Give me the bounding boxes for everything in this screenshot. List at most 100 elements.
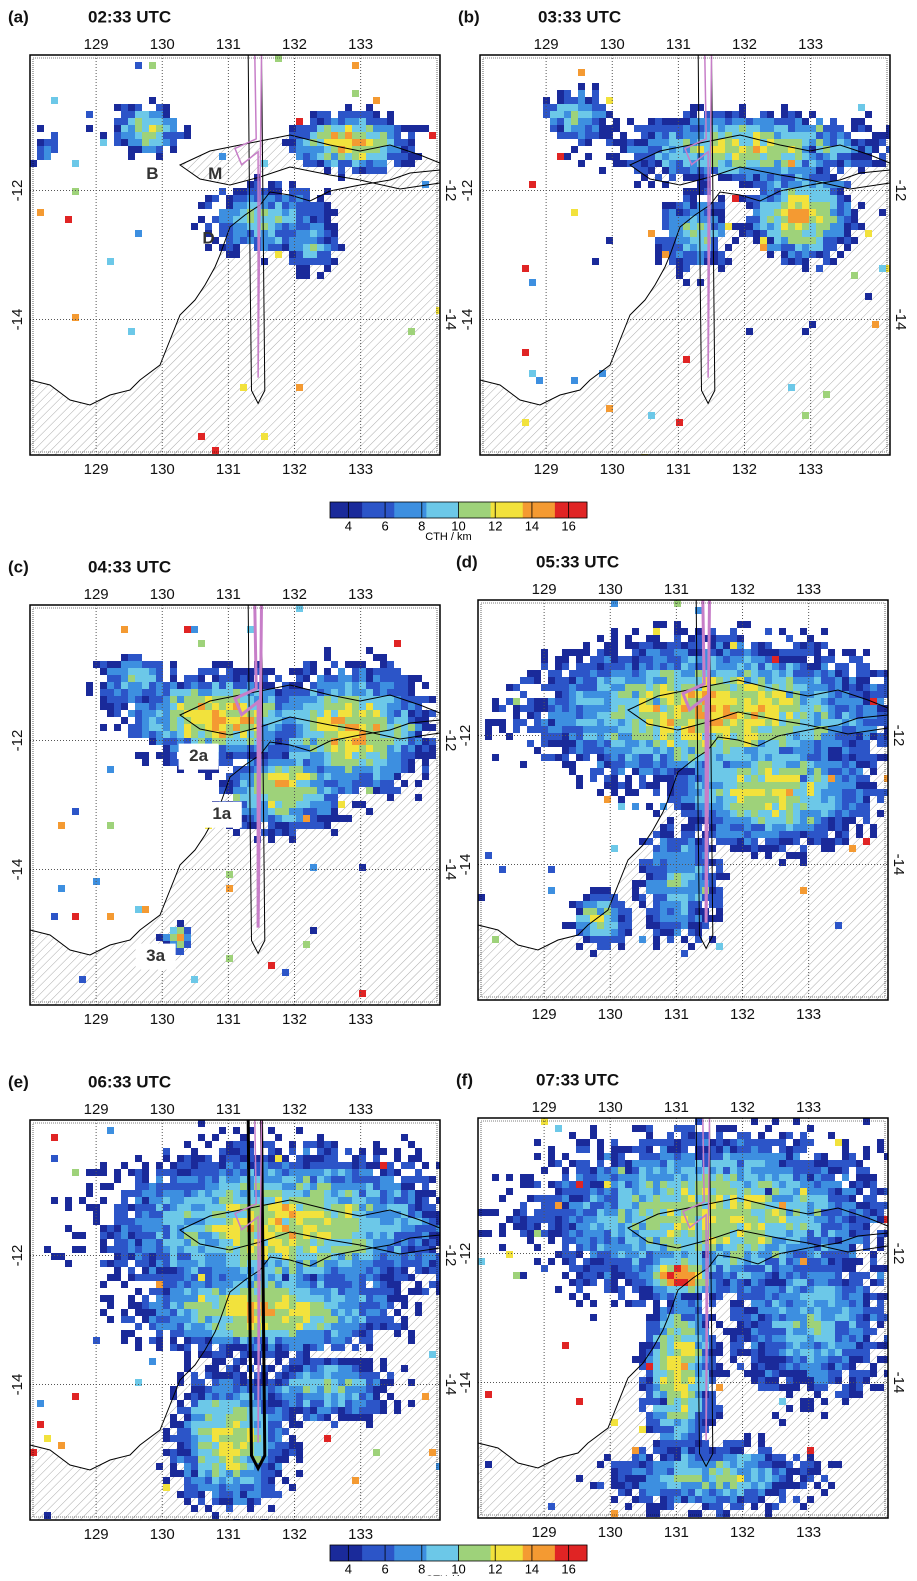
- coastline-island: [179, 134, 440, 190]
- lat-tick-label-right: -14: [890, 1372, 907, 1394]
- lat-tick-label-right: -14: [442, 859, 459, 881]
- colorbar-tick-label: 12: [488, 518, 502, 533]
- cloud-pixels: [135, 1169, 436, 1484]
- cloud-pixels: [44, 1155, 352, 1491]
- lon-tick-label-bottom: 129: [532, 1524, 557, 1541]
- coastline: [30, 1234, 440, 1520]
- map-area: [30, 1120, 440, 1520]
- annotation: 3a: [146, 946, 165, 965]
- map-frame-inner: [32, 1122, 438, 1518]
- lon-tick-label-bottom: 129: [84, 1011, 109, 1028]
- lat-tick-label-left: -14: [9, 309, 26, 331]
- colorbar-segment: [330, 502, 363, 518]
- cloud-pixels: [177, 696, 380, 829]
- lon-tick-label-top: 133: [348, 36, 373, 53]
- coastline-island: [627, 679, 888, 735]
- lon-tick-label-bottom: 131: [216, 1011, 241, 1028]
- cloud-pixels: [478, 621, 888, 957]
- colorbar-tick-label: 10: [451, 1561, 465, 1576]
- lon-tick-label-top: 132: [732, 36, 757, 53]
- lon-tick-label-top: 130: [150, 1101, 175, 1118]
- map-frame-inner: [32, 607, 438, 1003]
- lon-tick-label-bottom: 133: [798, 461, 823, 478]
- lon-tick-label-top: 131: [216, 1101, 241, 1118]
- lon-tick-label-top: 130: [150, 36, 175, 53]
- cloud-pixels: [513, 1118, 888, 1517]
- lon-tick-label-bottom: 131: [216, 461, 241, 478]
- lon-tick-label-bottom: 131: [664, 1524, 689, 1541]
- colorbar-tick-label: 4: [345, 1561, 352, 1576]
- cloud-pixels: [51, 1141, 440, 1520]
- map-panel: (f) 07:33 UTC 129 129 130 130 131 131 132 132 133 1…: [456, 1070, 907, 1540]
- cloud-pixels: [478, 1118, 888, 1517]
- map-frame-inner: [480, 1120, 886, 1516]
- map-frame: [477, 1117, 889, 1519]
- lon-tick-label-bottom: 130: [150, 1526, 175, 1543]
- flight-track: [234, 55, 263, 378]
- cloud-pixels: [44, 1120, 440, 1520]
- lon-tick-label-bottom: 129: [532, 1006, 557, 1023]
- lat-tick-label-right: -12: [890, 1243, 907, 1265]
- lon-tick-label-top: 130: [150, 586, 175, 603]
- lon-tick-label-bottom: 133: [796, 1006, 821, 1023]
- colorbar-tick-label: 8: [418, 1561, 425, 1576]
- colorbar-segment: [362, 502, 395, 518]
- coastline-island: [179, 1199, 440, 1255]
- lat-tick-label-right: -14: [892, 309, 909, 331]
- lon-tick-label-bottom: 131: [216, 1526, 241, 1543]
- map-frame-inner: [32, 57, 438, 453]
- colorbar-tick-label: 6: [381, 1561, 388, 1576]
- panel-label: (e): [8, 1072, 29, 1091]
- flight-track: [246, 1120, 267, 1472]
- cloud-pixels: [72, 55, 415, 335]
- lat-tick-label-right: -12: [442, 180, 459, 202]
- panel-label: (b): [458, 7, 480, 26]
- lon-tick-label-bottom: 132: [282, 1526, 307, 1543]
- coastline: [30, 169, 440, 455]
- lon-tick-label-top: 132: [730, 581, 755, 598]
- lat-tick-label-left: -12: [9, 180, 26, 202]
- lat-tick-label-left: -12: [457, 725, 474, 747]
- lat-tick-label-left: -12: [457, 1243, 474, 1265]
- map-panel: (e) 06:33 UTC 129 129 130 130 131 131 132 132 133 1…: [8, 1072, 459, 1542]
- lon-tick-label-bottom: 133: [348, 1011, 373, 1028]
- lon-tick-label-bottom: 131: [666, 461, 691, 478]
- cloud-pixels: [30, 97, 429, 279]
- colorbar-segment: [522, 1545, 556, 1561]
- lat-tick-label-left: -12: [459, 180, 476, 202]
- map-frame: [29, 1119, 441, 1521]
- lon-tick-label-bottom: 132: [282, 1011, 307, 1028]
- lon-tick-label-bottom: 130: [150, 1011, 175, 1028]
- lat-tick-label-right: -12: [890, 725, 907, 747]
- map-frame: [29, 604, 441, 1006]
- panel-time: 03:33 UTC: [538, 7, 621, 26]
- lon-tick-label-bottom: 133: [796, 1524, 821, 1541]
- panel-time: 06:33 UTC: [88, 1072, 171, 1091]
- colorbar-label: CTH / km: [425, 531, 471, 543]
- colorbar-segment: [458, 502, 492, 518]
- lon-tick-label-top: 133: [796, 1099, 821, 1116]
- colorbar-tick-label: 14: [525, 518, 539, 533]
- annotation-box: [201, 801, 242, 828]
- lon-tick-label-bottom: 129: [84, 461, 109, 478]
- map-panel: (c) 04:33 UTC 129 129 130 130 131 131 132 132 133 1…: [8, 557, 459, 1027]
- annotation: D: [202, 228, 214, 247]
- lat-tick-label-left: -14: [9, 1374, 26, 1396]
- lon-tick-label-top: 131: [216, 586, 241, 603]
- coastline: [30, 719, 440, 1005]
- colorbar-segment: [330, 1545, 363, 1561]
- colorbar-tick-label: 4: [345, 518, 352, 533]
- colorbar-tick-label: 10: [451, 518, 465, 533]
- map-area: [30, 55, 440, 455]
- cloud-pixels: [513, 1167, 821, 1489]
- colorbar-tick-label: 12: [488, 1561, 502, 1576]
- lon-tick-label-bottom: 131: [664, 1006, 689, 1023]
- lon-tick-label-top: 130: [598, 1099, 623, 1116]
- colorbar-tick-label: 6: [381, 518, 388, 533]
- lon-tick-label-bottom: 132: [730, 1006, 755, 1023]
- lat-tick-label-right: -14: [442, 1374, 459, 1396]
- cloud-pixels: [51, 97, 394, 335]
- coastline-island: [627, 1197, 888, 1253]
